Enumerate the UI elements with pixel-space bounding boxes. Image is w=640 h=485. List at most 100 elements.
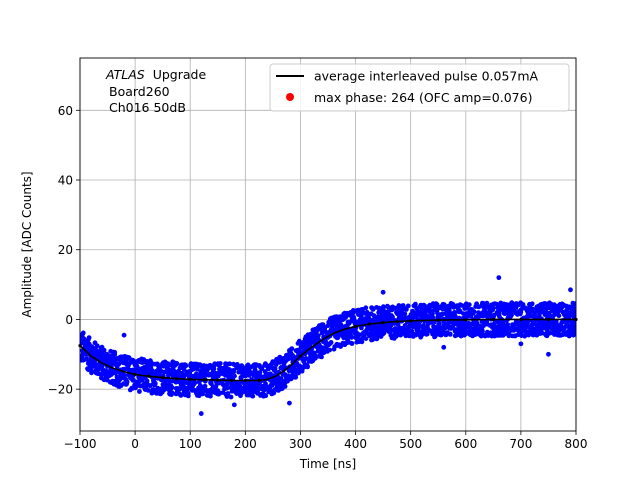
scatter-point (509, 312, 514, 318)
scatter-point (232, 373, 237, 379)
scatter-point (328, 340, 334, 345)
legend-entry-average-pulse: average interleaved pulse 0.057mA (314, 69, 539, 84)
scatter-point (363, 336, 369, 341)
svg-text:ATLAS Upgrade: ATLAS Upgrade (105, 67, 206, 82)
scatter-point (371, 313, 377, 318)
average-pulse-point (133, 372, 137, 377)
scatter-point (80, 330, 86, 336)
scatter-point (202, 383, 208, 389)
x-tick-label: 100 (179, 437, 202, 451)
scatter-point (496, 310, 502, 316)
scatter-point (208, 393, 213, 399)
scatter-point (272, 366, 278, 371)
y-tick-label: 0 (65, 313, 73, 327)
scatter-point (137, 389, 142, 394)
y-tick-label: 20 (58, 243, 73, 257)
scatter-point (192, 380, 198, 386)
average-pulse-point (464, 318, 468, 322)
annotation-experiment-suffix: Upgrade (153, 67, 207, 82)
x-tick-label: 700 (509, 437, 532, 451)
scatter-point (518, 341, 524, 347)
annotation-channel: Ch016 50dB (109, 100, 186, 115)
scatter-point (101, 347, 107, 353)
scatter-point (368, 332, 374, 338)
scatter-point (505, 322, 511, 327)
scatter-point (270, 359, 276, 364)
x-axis-label: Time [ns] (299, 457, 356, 471)
scatter-point (259, 366, 265, 372)
scatter-point (185, 391, 191, 397)
legend-entry-max-phase: max phase: 264 (OFC amp=0.076) (314, 90, 532, 105)
scatter-point (231, 369, 237, 375)
scatter-point (86, 335, 92, 340)
scatter-point (165, 361, 171, 367)
scatter-point (570, 305, 576, 310)
scatter-point (419, 332, 425, 337)
scatter-point (430, 311, 435, 317)
scatter-point (466, 302, 472, 308)
average-pulse-point (161, 376, 165, 380)
x-tick-label: 800 (565, 437, 588, 451)
scatter-point (390, 314, 395, 320)
average-pulse-point (381, 320, 385, 325)
atlas-annotation: ATLAS Upgrade Board260 Ch016 50dB (105, 67, 206, 115)
scatter-point (261, 387, 267, 393)
scatter-point (556, 313, 562, 319)
scatter-point (573, 327, 576, 333)
scatter-point (529, 301, 535, 307)
scatter-point (571, 331, 576, 337)
scatter-point (350, 308, 356, 313)
scatter-point (152, 381, 158, 387)
plot-area (80, 58, 576, 431)
scatter-point (405, 303, 411, 309)
scatter-point (312, 355, 318, 361)
average-pulse-point (216, 378, 220, 382)
y-axis-label: Amplitude [ADC Counts] (20, 171, 34, 317)
legend-marker-swatch (286, 93, 294, 101)
x-tick-label: 300 (289, 437, 312, 451)
average-pulse-point (519, 317, 523, 322)
scatter-point (490, 305, 496, 311)
scatter-point (178, 393, 184, 398)
x-tick-label: −100 (64, 437, 97, 451)
scatter-point (537, 312, 542, 317)
scatter-point (446, 308, 452, 314)
scatter-point (375, 334, 380, 340)
scatter-point (293, 374, 299, 380)
average-pulse-point (409, 319, 413, 323)
average-pulse-point (367, 322, 371, 326)
scatter-point (169, 392, 174, 397)
scatter-point (573, 309, 576, 315)
data-layer (78, 275, 578, 416)
scatter-point (413, 301, 418, 307)
x-tick-label: 400 (344, 437, 367, 451)
average-pulse-point (257, 378, 261, 383)
average-pulse-point (395, 319, 399, 324)
scatter-point (363, 305, 369, 311)
scatter-point (349, 341, 355, 346)
scatter-point (480, 329, 485, 334)
plot-frame (79, 57, 577, 432)
average-pulse-point (174, 377, 179, 381)
scatter-point (432, 333, 438, 339)
scatter-point (357, 332, 362, 338)
scatter-point (244, 383, 250, 389)
scatter-point (529, 306, 535, 312)
average-pulse-point (229, 378, 234, 383)
scatter-point (169, 385, 175, 390)
scatter-point (546, 330, 552, 336)
scatter-point (89, 357, 94, 362)
scatter-point (496, 275, 502, 281)
scatter-point (452, 309, 457, 315)
scatter-point (327, 347, 332, 353)
scatter-point (457, 308, 463, 314)
y-tick-label: −20 (48, 383, 73, 397)
scatter-point (116, 361, 122, 367)
average-pulse-point (298, 354, 303, 358)
x-tick-label: 500 (399, 437, 422, 451)
scatter-point (263, 393, 269, 399)
annotation-board: Board260 (109, 84, 170, 99)
scatter-point (217, 361, 223, 366)
average-pulse-point (243, 378, 247, 383)
